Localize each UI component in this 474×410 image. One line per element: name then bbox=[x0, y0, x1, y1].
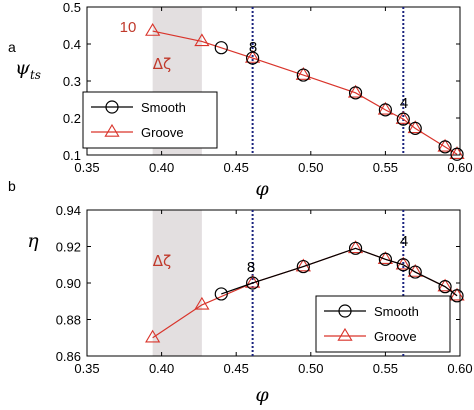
x-tick-label: 0.55 bbox=[373, 160, 398, 175]
annotation: 8 bbox=[247, 259, 255, 276]
smooth-point bbox=[450, 289, 464, 303]
series-line-smooth bbox=[221, 247, 458, 297]
y-axis-label-subscript: ts bbox=[30, 68, 41, 82]
x-tick-label: 0.35 bbox=[74, 361, 99, 376]
x-tick-label: 0.45 bbox=[224, 361, 249, 376]
shaded-region-label: Δζ bbox=[153, 252, 171, 270]
smooth-point bbox=[348, 241, 363, 255]
y-tick-label: 0.2 bbox=[63, 111, 81, 126]
x-axis-label: φ bbox=[255, 384, 269, 406]
legend-label: Groove bbox=[141, 125, 184, 140]
smooth-point bbox=[408, 121, 422, 135]
x-axis-label: φ bbox=[255, 178, 269, 200]
legend-marker-circle bbox=[105, 100, 119, 114]
x-tick-label: 0.50 bbox=[298, 160, 323, 175]
groove-point bbox=[244, 49, 261, 63]
smooth-point bbox=[396, 258, 410, 272]
groove-point bbox=[194, 296, 210, 310]
groove-point bbox=[407, 120, 423, 134]
smooth-point bbox=[296, 259, 310, 274]
legend-marker-triangle bbox=[104, 123, 120, 137]
groove-point bbox=[377, 101, 394, 115]
groove-point bbox=[449, 287, 465, 301]
annotation: 10 bbox=[120, 19, 137, 36]
groove-point bbox=[145, 329, 161, 343]
legend-label: Smooth bbox=[374, 304, 419, 319]
legend-label: Groove bbox=[374, 329, 417, 344]
groove-point bbox=[449, 146, 465, 160]
smooth-point bbox=[246, 51, 260, 65]
x-tick-label: 0.35 bbox=[74, 160, 99, 175]
smooth-point bbox=[396, 112, 410, 126]
panel-b: Δζ 0.35 0.40 0.45 0.50 0.55 0.60 0.86 0.88 0.90 0.… bbox=[8, 178, 473, 406]
y-tick-label: 0.90 bbox=[56, 276, 81, 291]
x-tick-label: 0.55 bbox=[373, 361, 398, 376]
x-tick-label: 0.50 bbox=[298, 361, 323, 376]
y-tick-label: 0.86 bbox=[56, 349, 81, 364]
shaded-region bbox=[152, 210, 202, 356]
legend: Smooth Groove bbox=[82, 91, 218, 149]
x-tick-label: 0.40 bbox=[149, 361, 174, 376]
y-tick-label: 0.3 bbox=[63, 74, 81, 89]
groove-point bbox=[395, 111, 411, 124]
panel-a: Δζ 0.35 0.40 0.45 0.50 0.55 0.60 0.1 0.2 0.3 0.4 0.… bbox=[8, 0, 473, 200]
smooth-point bbox=[408, 265, 422, 279]
groove-point bbox=[347, 84, 364, 98]
y-axis-label: η bbox=[27, 230, 39, 252]
x-tick-label: 0.60 bbox=[447, 361, 472, 376]
groove-point bbox=[295, 67, 311, 80]
annotation: 4 bbox=[400, 233, 408, 250]
y-tick-label: 0.1 bbox=[63, 148, 81, 163]
smooth-point bbox=[378, 252, 392, 266]
smooth-point bbox=[296, 68, 310, 82]
smooth-point bbox=[438, 280, 452, 294]
shaded-region-label: Δζ bbox=[153, 55, 171, 73]
groove-point bbox=[194, 33, 210, 47]
smooth-point bbox=[378, 103, 392, 117]
groove-point bbox=[437, 278, 453, 292]
annotation: 4 bbox=[400, 95, 408, 112]
groove-point bbox=[145, 22, 161, 36]
smooth-point bbox=[450, 147, 464, 161]
panel-letter: a bbox=[8, 39, 16, 55]
legend-box bbox=[315, 295, 451, 353]
smooth-point bbox=[246, 276, 260, 290]
x-tick-label: 0.40 bbox=[149, 160, 174, 175]
smooth-point bbox=[214, 287, 228, 301]
legend-marker-triangle bbox=[337, 327, 353, 341]
x-tick-label: 0.60 bbox=[447, 160, 472, 175]
legend-label: Smooth bbox=[141, 100, 186, 115]
y-tick-label: 0.5 bbox=[63, 0, 81, 15]
legend-box bbox=[82, 91, 218, 149]
smooth-point bbox=[214, 41, 228, 55]
panel-letter: b bbox=[8, 178, 16, 194]
x-tick-label: 0.45 bbox=[224, 160, 249, 175]
legend-marker-circle bbox=[338, 304, 352, 318]
y-tick-label: 0.4 bbox=[63, 37, 81, 52]
smooth-point bbox=[438, 140, 452, 154]
y-tick-label: 0.92 bbox=[56, 240, 81, 255]
groove-point bbox=[437, 138, 453, 152]
annotation: 8 bbox=[249, 39, 257, 56]
y-tick-label: 0.88 bbox=[56, 313, 81, 328]
smooth-point bbox=[348, 86, 363, 100]
y-tick-label: 0.94 bbox=[56, 203, 81, 218]
y-axis-label: ψts bbox=[15, 57, 41, 82]
legend: Smooth Groove bbox=[315, 295, 451, 353]
groove-point bbox=[347, 240, 364, 254]
